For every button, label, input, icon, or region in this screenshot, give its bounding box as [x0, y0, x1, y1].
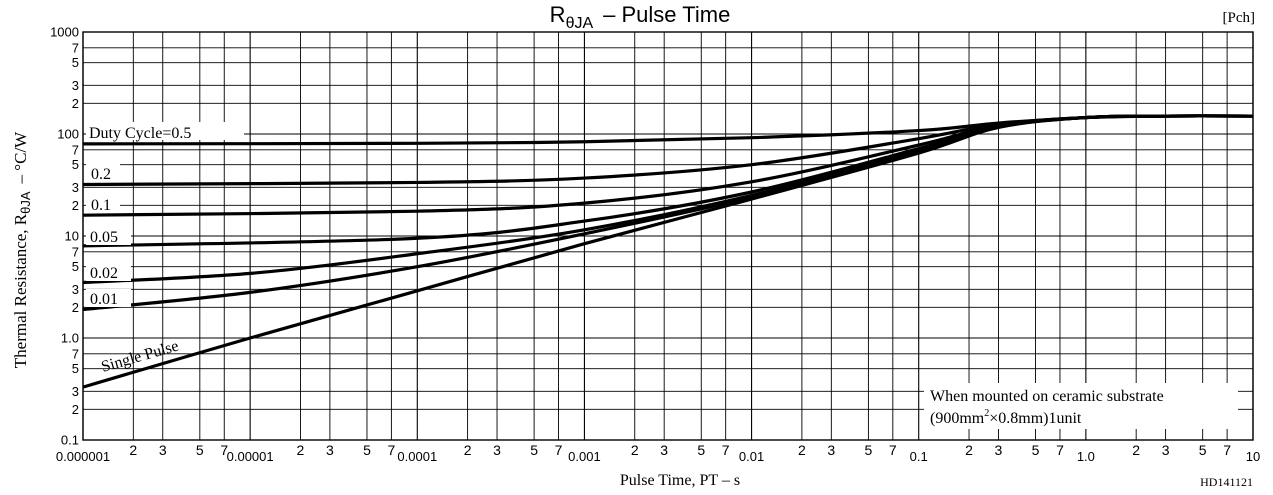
plot-frame	[82, 31, 1254, 441]
x-tick-label: 2	[965, 442, 973, 458]
x-tick-label: 10	[1246, 449, 1260, 464]
x-tick-label: 3	[326, 442, 334, 458]
x-tick-label: 2	[297, 442, 305, 458]
label-duty-0.1: 0.1	[91, 197, 111, 214]
y-tick-label: 3	[72, 384, 79, 399]
mounting-annotation: When mounted on ceramic substrate (900mm…	[924, 383, 1238, 429]
label-duty-0.2: 0.2	[91, 166, 111, 183]
y-tick-label: 3	[72, 282, 79, 297]
title-main: R	[550, 2, 566, 27]
x-tick-label: 7	[1223, 442, 1231, 458]
x-tick-label: 0.000001	[56, 449, 110, 464]
label-duty-0.01: 0.01	[90, 291, 118, 308]
y-tick-label: 10	[65, 229, 79, 244]
y-tick-label: 2	[72, 198, 79, 213]
x-axis-label: Pulse Time, PT – s	[620, 472, 740, 489]
series-line-3	[82, 114, 1254, 248]
x-tick-label: 0.0001	[397, 449, 437, 464]
y-tick-label: 1000	[50, 25, 79, 40]
series-line-6	[82, 114, 1254, 389]
y-tick-label: 7	[72, 244, 79, 259]
x-tick-label: 3	[660, 442, 668, 458]
x-tick-label: 3	[995, 442, 1003, 458]
y-tick-label: 7	[72, 346, 79, 361]
x-tick-label: 7	[722, 442, 730, 458]
y-tick-label: 2	[72, 96, 79, 111]
x-tick-label: 2	[464, 442, 472, 458]
chart-tag: [Pch]	[1223, 10, 1256, 26]
y-tick-label: 3	[72, 78, 79, 93]
title-subscript: θJA	[566, 15, 594, 32]
label-duty-0.02: 0.02	[90, 265, 118, 282]
series-lines	[82, 114, 1254, 389]
y-tick-label: 2	[72, 402, 79, 417]
x-tick-label: 0.001	[568, 449, 601, 464]
title-rest: – Pulse Time	[603, 2, 730, 27]
x-tick-label: 0.1	[910, 449, 928, 464]
y-tick-label: 7	[72, 40, 79, 55]
y-tick-label: 2	[72, 300, 79, 315]
x-tick-label: 5	[530, 442, 538, 458]
x-tick-label: 2	[129, 442, 137, 458]
x-tick-label: 2	[631, 442, 639, 458]
x-tick-label: 1.0	[1077, 449, 1095, 464]
x-tick-label: 7	[555, 442, 563, 458]
x-tick-label: 5	[697, 442, 705, 458]
x-tick-label: 5	[196, 442, 204, 458]
label-duty-0.5: Duty Cycle=0.5	[89, 125, 191, 142]
x-tick-label: 3	[159, 442, 167, 458]
y-tick-label: 5	[72, 157, 79, 172]
x-tick-label: 5	[1032, 442, 1040, 458]
y-tick-label: 5	[72, 55, 79, 70]
x-tick-label: 7	[387, 442, 395, 458]
x-tick-label: 2	[798, 442, 806, 458]
y-tick-label: 5	[72, 361, 79, 376]
y-tick-label: 100	[57, 127, 79, 142]
y-tick-label: 0.1	[61, 433, 79, 448]
y-tick-label: 7	[72, 142, 79, 157]
x-tick-label: 5	[865, 442, 873, 458]
x-tick-label: 3	[493, 442, 501, 458]
series-line-0	[82, 114, 1254, 146]
x-tick-label: 5	[363, 442, 371, 458]
y-tick-label: 3	[72, 180, 79, 195]
label-duty-0.05: 0.05	[90, 229, 118, 246]
annotation-line-1: When mounted on ceramic substrate	[930, 388, 1164, 405]
x-tick-label: 7	[220, 442, 228, 458]
x-tick-label: 3	[1162, 442, 1170, 458]
series-line-2	[82, 114, 1254, 217]
x-tick-label: 0.00001	[227, 449, 274, 464]
y-tick-label: 1.0	[61, 331, 79, 346]
grid	[82, 31, 1254, 441]
y-axis-label: Thermal Resistance, RθJA– °C/W	[11, 131, 33, 368]
x-tick-label: 3	[827, 442, 835, 458]
x-tick-label: 2	[1132, 442, 1140, 458]
x-tick-label: 7	[1056, 442, 1064, 458]
x-tick-label: 7	[889, 442, 897, 458]
y-tick-label: 5	[72, 259, 79, 274]
x-tick-labels: 0.000001 2 3 5 70.00001 2 3 5 7 0.0001 2 3 5 7 0.001 2 3…	[56, 442, 1260, 464]
chart-title: RθJA – Pulse Time	[550, 2, 731, 32]
figure-code: HD141121	[1200, 475, 1253, 489]
x-tick-label: 0.01	[739, 449, 764, 464]
x-tick-label: 5	[1199, 442, 1207, 458]
annotation-line-2: (900mm2×0.8mm)1unit	[930, 408, 1082, 427]
